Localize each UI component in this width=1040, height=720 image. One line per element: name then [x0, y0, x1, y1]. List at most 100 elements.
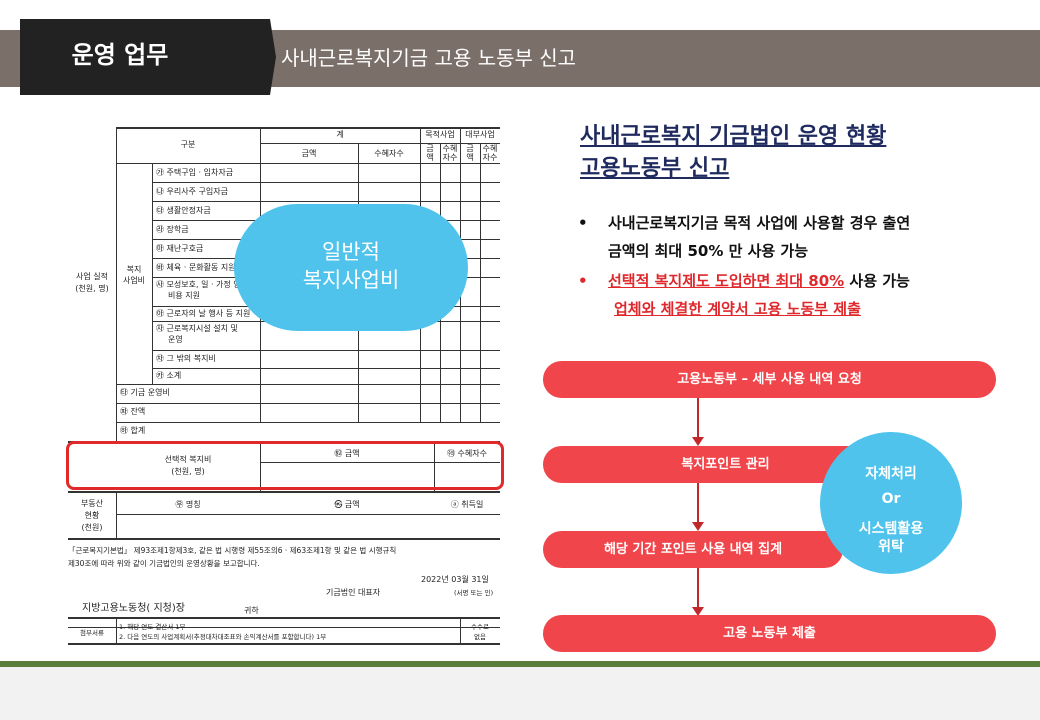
selective-label: (천원, 명)	[171, 467, 205, 476]
col-aek: 액	[466, 153, 474, 162]
form-item: ㉮ 주택구입 · 임차자금	[156, 168, 234, 177]
bullet-item: • 선택적 복지제도 도입하면 최대 80% 사용 가능	[578, 267, 910, 295]
general-welfare-highlight	[234, 204, 468, 331]
bullet-text: 금액의 최대 50% 만 사용 가능	[608, 242, 809, 260]
form-line	[68, 643, 500, 645]
form-line	[152, 350, 500, 351]
selective-welfare-highlight	[66, 441, 504, 490]
fee-label: 수수료	[471, 623, 489, 631]
circle-text: 자체처리	[865, 466, 917, 482]
form-item: ㉵ 근로자의 날 행사 등 지원	[156, 309, 251, 318]
form-line	[480, 143, 481, 422]
realestate-label: 부동산	[80, 499, 104, 508]
col-mokjeok: 목적사업	[425, 130, 455, 139]
form-item: ㉷ 그 밖의 복지비	[156, 354, 216, 363]
fee-value: 없음	[474, 633, 486, 641]
col-geum: 금	[466, 144, 474, 153]
bullet-text-highlight: 업체와 체결한 계약서 고용 노동부 제출	[614, 300, 861, 318]
form-line	[68, 617, 500, 619]
bullet-dot: •	[578, 272, 588, 290]
col-gubun: 구분	[180, 140, 196, 149]
form-line	[116, 491, 117, 538]
form-item: ㉹ 기금 운영비	[120, 388, 170, 397]
form-item: ㉱ 장학금	[156, 225, 189, 234]
col-total: 계	[336, 130, 344, 139]
realestate-date: ⓐ 취득일	[450, 500, 484, 509]
form-line	[68, 491, 500, 493]
bullet-text: 사용 가능	[844, 272, 910, 290]
flow-arrow-head	[692, 607, 704, 616]
form-item: ㉺ 잔액	[120, 407, 146, 416]
form-item: ㉰ 생활안정자금	[156, 206, 211, 215]
realestate-label: (천원)	[81, 523, 103, 532]
form-line	[116, 127, 500, 129]
form-line	[152, 182, 500, 183]
row-group-label: (천원, 명)	[75, 284, 109, 293]
form-item: ㉯ 우리사주 구입자금	[156, 187, 228, 196]
col-amount: 금액	[301, 149, 317, 158]
blob-line: 일반적	[322, 240, 380, 264]
form-line	[260, 441, 261, 491]
sign-label: (서명 또는 인)	[454, 589, 494, 597]
circle-text: 시스템활용	[858, 521, 924, 537]
col-jasu: 자수	[482, 153, 498, 162]
flow-step-request: 고용노동부 – 세부 사용 내역 요청	[543, 361, 996, 398]
report-date: 2022년 03월 31일	[421, 575, 489, 584]
col-suhye: 수혜	[482, 144, 498, 153]
bullet-item: • 사내근로복지기금 목적 사업에 사용할 경우 출연	[578, 209, 910, 237]
form-line	[152, 368, 500, 369]
col-daebu: 대부사업	[465, 130, 495, 139]
form-line	[460, 617, 461, 643]
realestate-amount: ㉿ 금액	[334, 500, 360, 509]
footer-divider	[0, 661, 1040, 667]
report-form-image: 구분 계 목적사업 대부사업 금액 수혜자수 금 액 수혜 자수 금 액 수혜 …	[68, 125, 500, 650]
form-line	[116, 403, 500, 404]
circle-text: Or	[881, 491, 901, 507]
form-item: ㉴ 모성보호, 일 · 가정 양립	[156, 280, 249, 289]
page-subtitle: 사내근로복지기금 고용 노동부 신고	[281, 46, 577, 70]
welfare-label: 사업비	[122, 276, 146, 285]
general-welfare-label: 일반적 복지사업비	[234, 238, 468, 294]
form-line	[152, 201, 500, 202]
form-line	[260, 462, 500, 463]
form-line	[434, 441, 435, 491]
representative-label: 기금법인 대표자	[326, 588, 381, 597]
welfare-label: 복지	[126, 265, 142, 274]
flow-arrow	[697, 483, 699, 523]
selective-label: 선택적 복지비	[164, 455, 212, 464]
flow-step-aggregate: 해당 기간 포인트 사용 내역 집계	[543, 531, 843, 568]
flow-arrow-head	[692, 437, 704, 446]
form-item: 비용 지원	[168, 291, 200, 300]
attach-item: 1. 해당 연도 결산서 1부	[119, 623, 186, 631]
bullet-dot: •	[578, 214, 588, 232]
form-item: ㉶ 근로복지시설 설치 및	[156, 324, 238, 333]
form-line	[116, 617, 117, 643]
option-circle	[820, 432, 962, 574]
form-item: ㉳ 체육 · 문화활동 지원	[156, 263, 236, 272]
attach-label: 첨부서류	[80, 629, 104, 637]
blob-line: 복지사업비	[302, 268, 400, 292]
form-line	[116, 384, 500, 385]
form-item: ㉻ 합계	[120, 426, 146, 435]
section-title: 운영 업무	[71, 41, 169, 69]
form-item: ㉸ 소계	[156, 371, 182, 380]
flow-arrow-head	[692, 522, 704, 531]
right-title: 고용노동부 신고	[580, 156, 730, 181]
right-title: 사내근로복지 기금법인 운영 현황	[580, 124, 887, 149]
form-item: 운영	[168, 335, 183, 344]
attach-item: 2. 다음 연도의 사업계획서(추정대차대조표와 손익계산서를 포함합니다) 1…	[119, 633, 327, 641]
selective-amount: ㉼ 금액	[334, 449, 360, 458]
col-aek: 액	[426, 153, 434, 162]
form-line	[68, 538, 500, 540]
flow-arrow	[697, 568, 699, 608]
col-suhye: 수혜	[442, 144, 458, 153]
statement-text: 「근로복지기본법」 제93조제1항제3호, 같은 법 시행령 제55조의6 · …	[68, 546, 397, 555]
col-jasu: 자수	[442, 153, 458, 162]
row-group-label: 사업 실적	[76, 272, 108, 281]
form-line	[260, 143, 500, 144]
header-tab: 운영 업무	[20, 19, 276, 95]
col-recipients: 수혜자수	[374, 149, 404, 158]
statement-text: 제30조에 따라 위와 같이 기금법인의 운영상황을 보고합니다.	[68, 559, 260, 568]
form-item: ㉲ 재난구호금	[156, 244, 204, 253]
circle-text: 위탁	[878, 539, 904, 555]
